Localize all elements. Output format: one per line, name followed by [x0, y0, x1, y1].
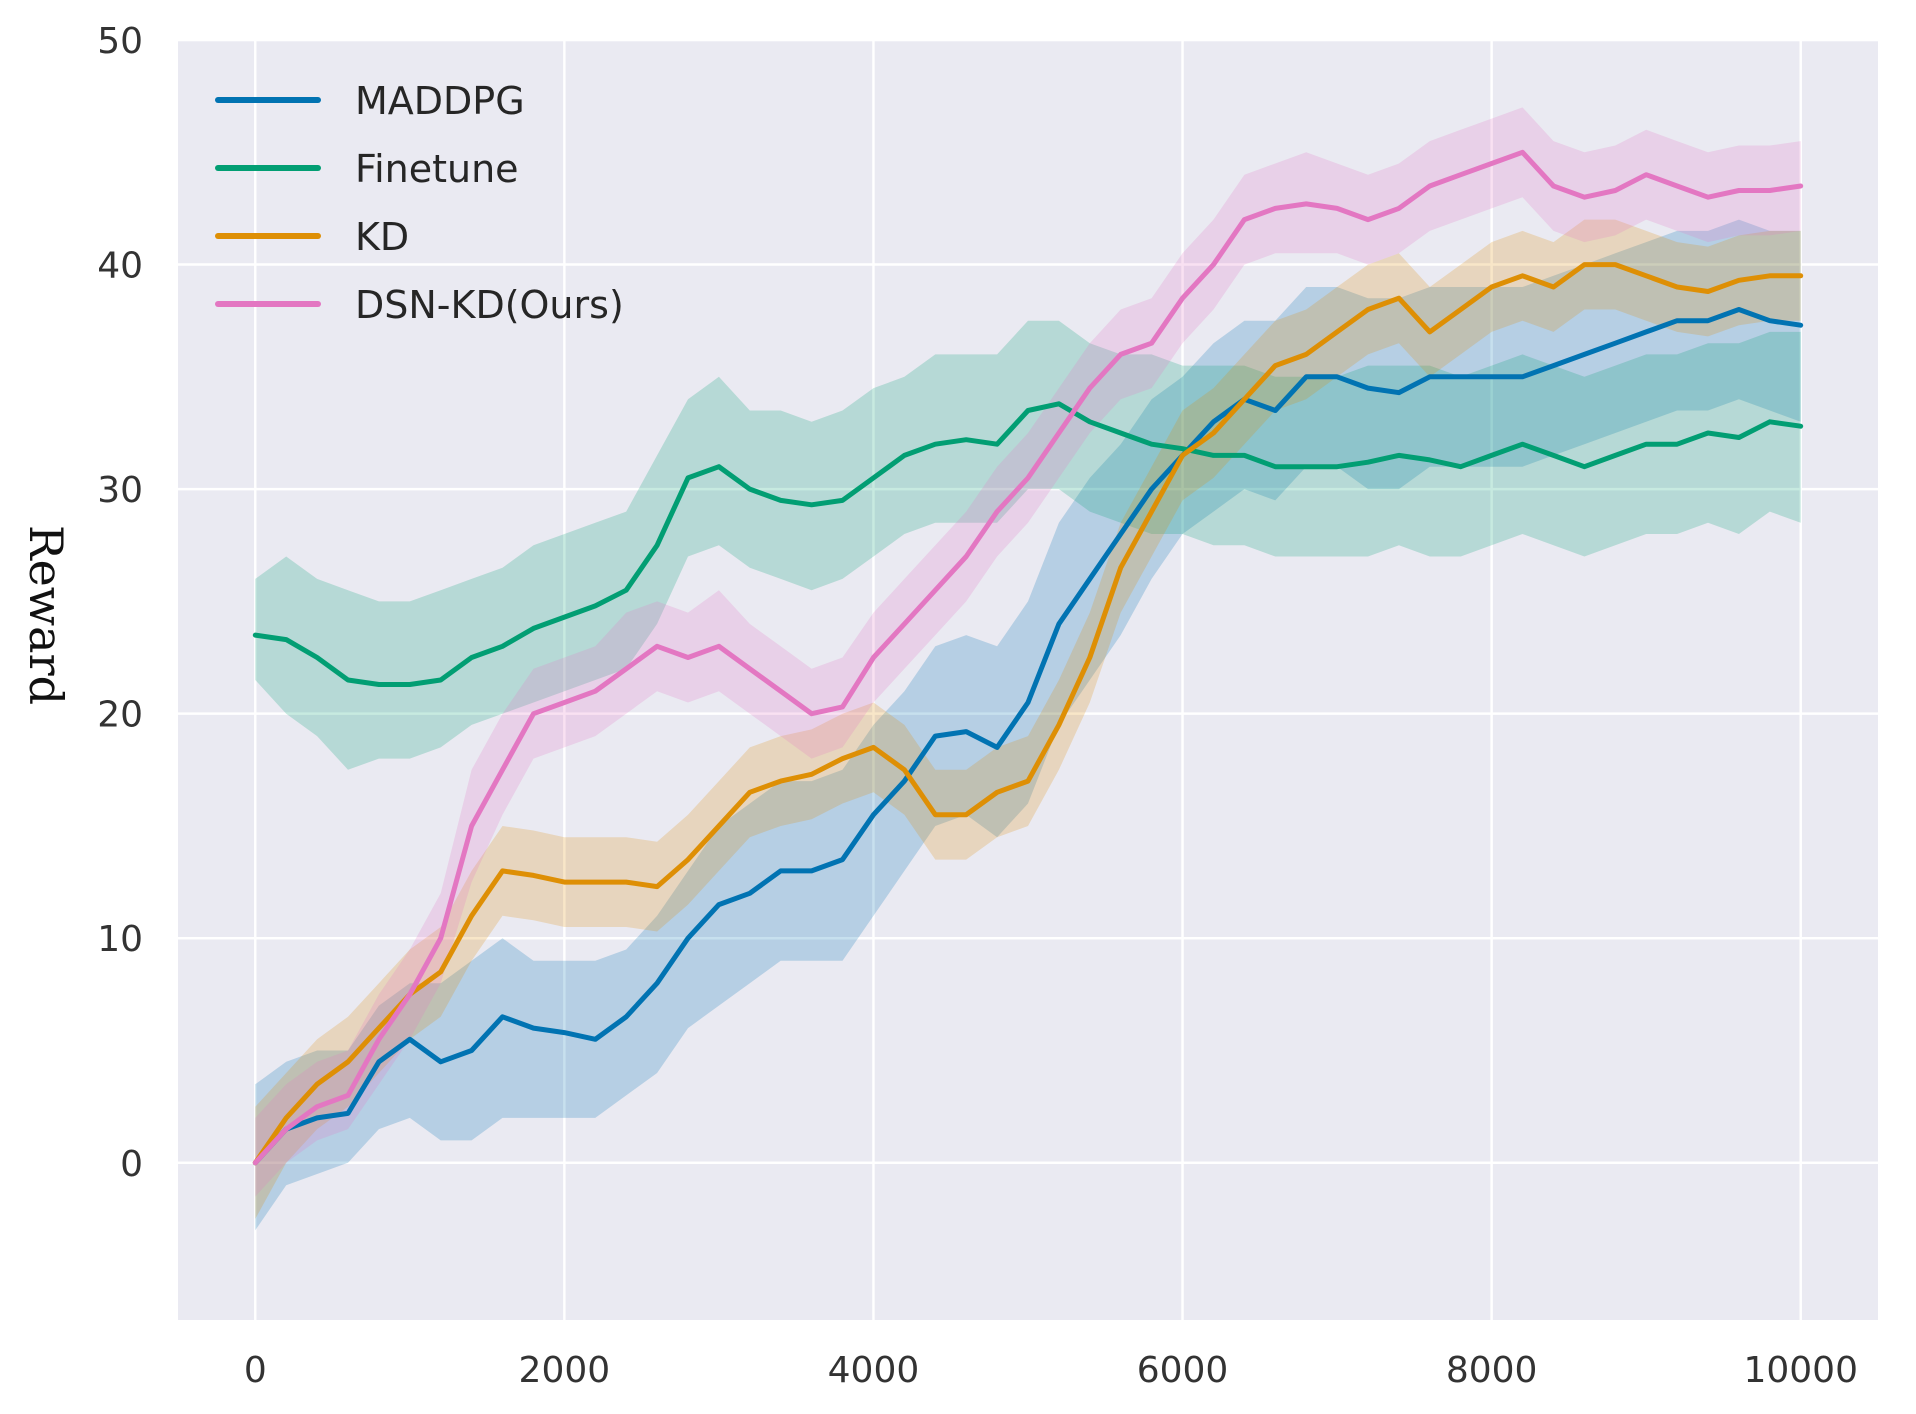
legend-label: Finetune — [355, 147, 519, 191]
legend-label: DSN-KD(Ours) — [355, 283, 624, 327]
axis-tick-labels: 0 2000 4000 6000 8000 10000 0 10 20 30 40 50 — [97, 21, 1858, 1391]
y-tick-label: 40 — [97, 246, 143, 287]
x-tick-label: 6000 — [1137, 1350, 1229, 1391]
x-tick-label: 8000 — [1446, 1350, 1538, 1391]
y-tick-label: 10 — [97, 919, 143, 960]
band-dsn-kd-ours — [255, 107, 1801, 1197]
line-finetune — [252, 401, 1804, 687]
confidence-bands — [255, 107, 1801, 1231]
plot-background — [178, 40, 1878, 1320]
legend-label: MADDPG — [355, 79, 525, 123]
legend-label: KD — [355, 215, 409, 259]
y-tick-label: 30 — [97, 470, 143, 511]
y-tick-label: 20 — [97, 695, 143, 736]
series-lines — [252, 149, 1804, 1166]
y-axis-label: Reward — [19, 525, 73, 705]
legend: MADDPG Finetune KD DSN-KD(Ours) — [215, 79, 624, 327]
x-tick-label: 2000 — [519, 1350, 611, 1391]
line-maddpg — [252, 307, 1804, 1166]
y-tick-label: 0 — [120, 1144, 143, 1185]
band-finetune — [255, 320, 1801, 770]
line-dsn-kd-ours — [252, 149, 1804, 1166]
band-kd — [255, 219, 1801, 1219]
x-tick-label: 4000 — [828, 1350, 920, 1391]
y-tick-label: 50 — [97, 21, 143, 62]
band-maddpg — [255, 219, 1801, 1231]
x-tick-label: 10000 — [1743, 1350, 1858, 1391]
line-kd — [252, 262, 1804, 1166]
x-tick-label: 0 — [244, 1350, 267, 1391]
